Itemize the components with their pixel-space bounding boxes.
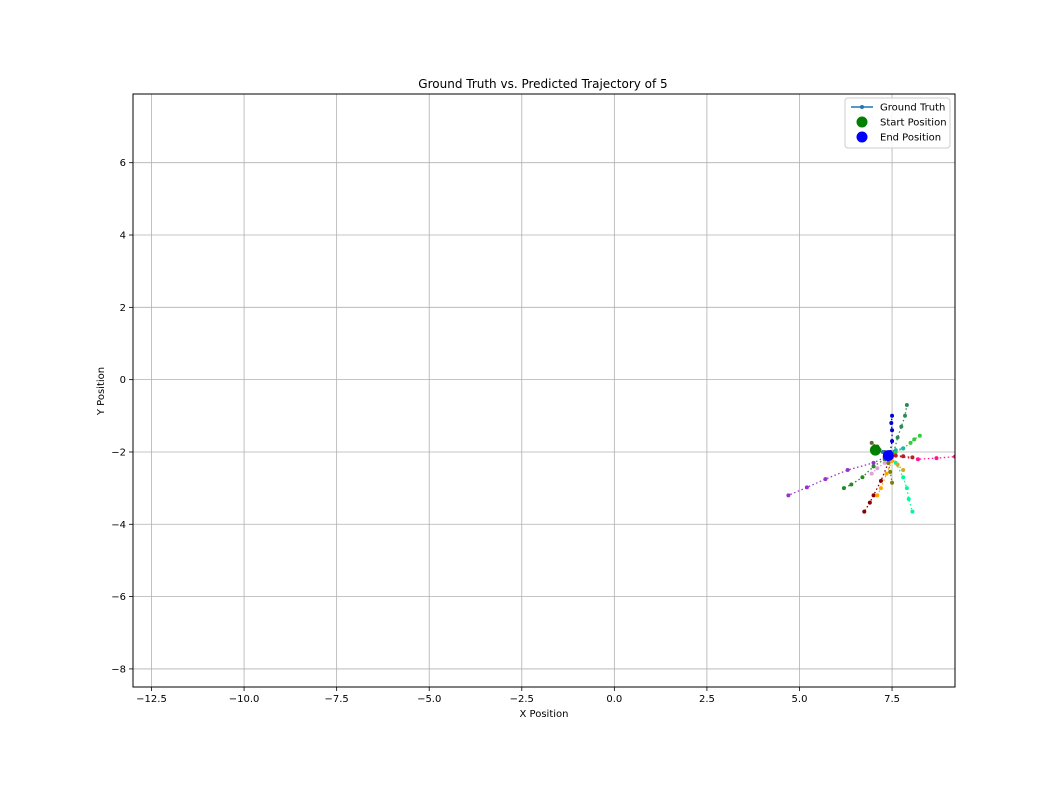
x-tick-label: −2.5 [510, 694, 534, 705]
legend-label: End Position [880, 133, 941, 144]
prediction-point [910, 509, 915, 514]
prediction-point [875, 466, 880, 471]
prediction-point [906, 496, 911, 501]
grid-lines [133, 94, 955, 687]
prediction-point [893, 453, 898, 458]
prediction-point [878, 486, 883, 491]
prediction-point [869, 471, 874, 476]
x-axis-label: X Position [520, 709, 569, 720]
prediction-point [875, 493, 880, 498]
y-tick-label: −6 [111, 592, 126, 603]
prediction-line [893, 404, 908, 453]
prediction-line [788, 456, 885, 496]
prediction-line [876, 460, 893, 496]
plot-area-frame [132, 93, 956, 688]
prediction-point [882, 460, 887, 465]
prediction-point [903, 413, 908, 418]
legend-box [844, 97, 951, 149]
trajectory-series [786, 402, 955, 514]
prediction-point [845, 468, 850, 473]
prediction-point [878, 478, 883, 483]
y-axis-ticks: 6 4 2 0 −2 −4 −6 −8 [111, 158, 133, 675]
prediction-point [895, 435, 900, 440]
x-tick-label: 0.0 [606, 694, 622, 705]
x-tick-label: −10.0 [229, 694, 260, 705]
x-tick-label: −5.0 [417, 694, 441, 705]
legend-marker-swatch [860, 105, 864, 109]
prediction-point [893, 448, 898, 453]
prediction-point [886, 460, 891, 465]
prediction-point [910, 455, 915, 460]
legend-circle-swatch [856, 116, 868, 128]
prediction-point [869, 440, 874, 445]
prediction-point [862, 509, 867, 514]
prediction-point [890, 480, 895, 485]
prediction-point [890, 428, 895, 433]
prediction-point [871, 460, 876, 465]
prediction-point [901, 454, 906, 459]
prediction-point [860, 475, 865, 480]
prediction-point [867, 500, 872, 505]
prediction-point [912, 437, 917, 442]
prediction-point [786, 493, 791, 498]
y-tick-label: −4 [111, 520, 126, 531]
prediction-point [895, 462, 900, 467]
y-tick-label: −8 [111, 664, 126, 675]
x-tick-label: −12.5 [136, 694, 167, 705]
chart-title: Ground Truth vs. Predicted Trajectory of… [418, 77, 667, 91]
legend-label: Start Position [880, 118, 947, 129]
prediction-point [890, 413, 895, 418]
y-tick-label: −2 [111, 447, 126, 458]
x-tick-label: 5.0 [792, 694, 808, 705]
x-tick-label: 7.5 [884, 694, 900, 705]
prediction-point [871, 493, 876, 498]
start-position-marker [869, 444, 881, 456]
y-tick-label: 0 [120, 375, 126, 386]
prediction-point [804, 485, 809, 490]
prediction-point [904, 486, 909, 491]
y-tick-label: 4 [120, 231, 126, 242]
x-tick-label: −7.5 [325, 694, 349, 705]
x-tick-label: 2.5 [699, 694, 715, 705]
prediction-point [908, 440, 913, 445]
prediction-point [841, 486, 846, 491]
prediction-line [863, 462, 889, 512]
y-tick-label: 2 [120, 303, 126, 314]
prediction-point [849, 482, 854, 487]
prediction-point [934, 456, 939, 461]
y-axis-label: Y Position [96, 367, 107, 416]
prediction-point [915, 457, 920, 462]
x-axis-ticks: −12.5 −10.0 −7.5 −5.0 −2.5 0.0 2.5 5.0 7.5 [136, 687, 900, 705]
prediction-point [888, 469, 893, 474]
prediction-line [891, 454, 955, 460]
legend-label: Ground Truth [880, 103, 945, 114]
prediction-point [899, 424, 904, 429]
prediction-point [823, 477, 828, 482]
prediction-point [917, 433, 922, 438]
y-tick-label: 6 [120, 158, 126, 169]
end-position-marker [882, 450, 894, 462]
prediction-point [901, 468, 906, 473]
prediction-point [890, 439, 895, 444]
legend: Ground Truth Start Position End Position [844, 97, 951, 149]
prediction-point [904, 402, 909, 407]
legend-circle-swatch [856, 131, 868, 143]
prediction-point [884, 471, 889, 476]
prediction-point [871, 464, 876, 469]
prediction-point [901, 446, 906, 451]
prediction-point [901, 475, 906, 480]
prediction-point [889, 421, 894, 426]
